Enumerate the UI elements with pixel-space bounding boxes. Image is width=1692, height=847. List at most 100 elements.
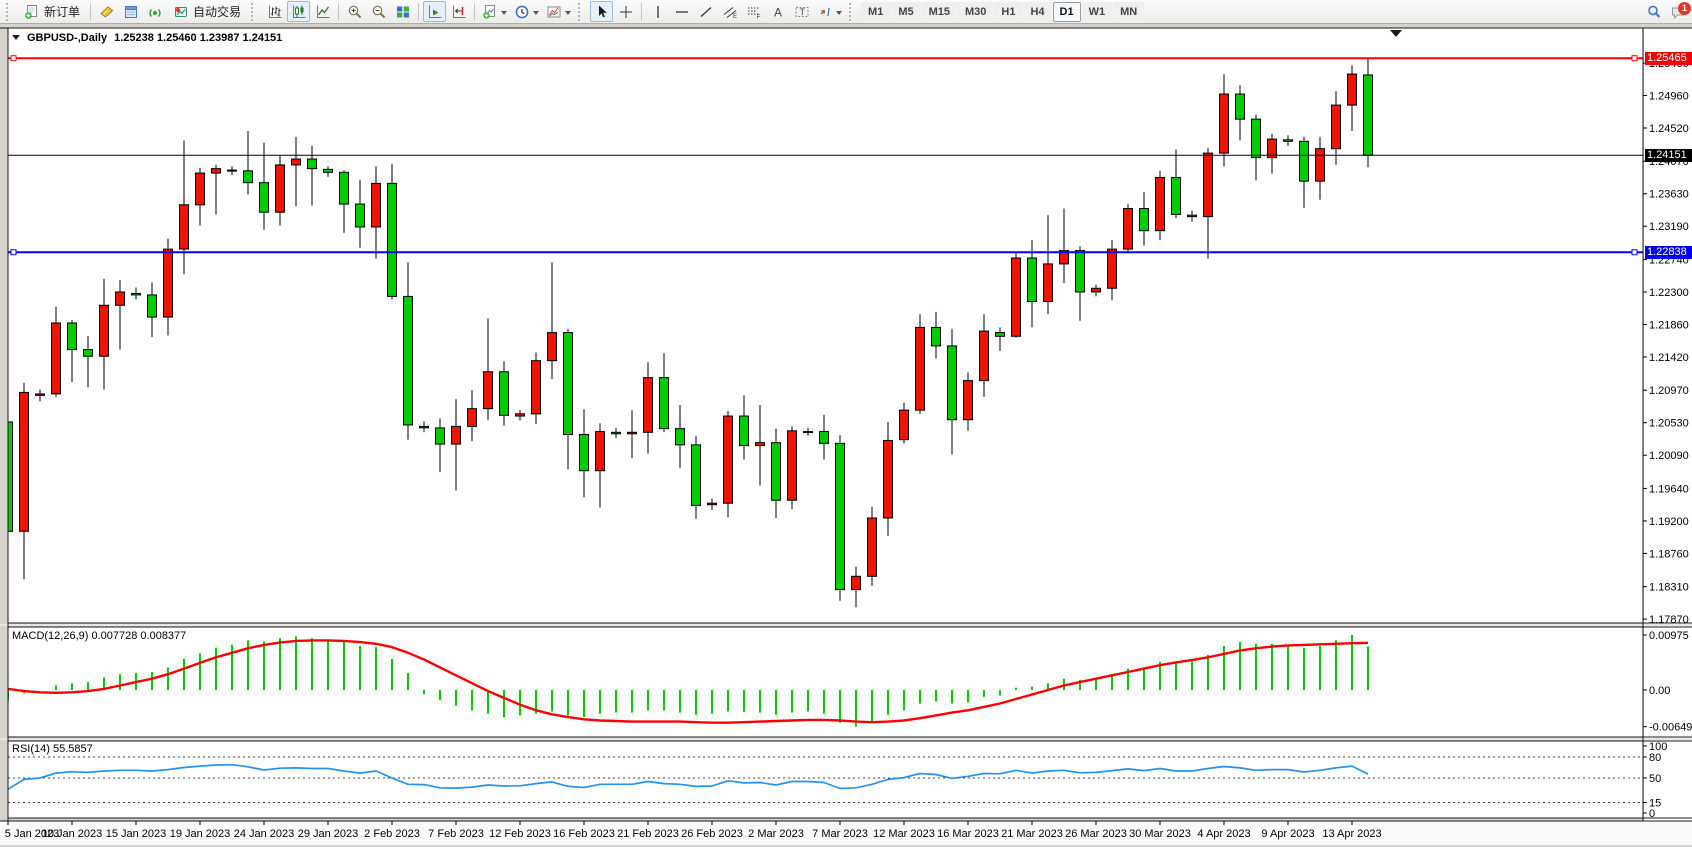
candle-body xyxy=(275,164,285,213)
equidistant-channel-button[interactable]: E xyxy=(718,1,741,22)
tile-windows-button[interactable] xyxy=(391,1,414,22)
signal-status-button[interactable] xyxy=(143,1,166,22)
new-chart-button[interactable] xyxy=(479,1,510,22)
toolbar-grip[interactable] xyxy=(6,2,14,21)
autotrading-button[interactable]: 自动交易 xyxy=(167,1,247,22)
trendline-icon xyxy=(698,4,714,20)
fibonacci-button[interactable]: F xyxy=(742,1,765,22)
toolbar-grip[interactable] xyxy=(251,2,259,21)
bar-chart-button[interactable] xyxy=(263,1,286,22)
timeframe-button-M5[interactable]: M5 xyxy=(891,1,921,22)
svg-text:16 Feb 2023: 16 Feb 2023 xyxy=(553,828,615,840)
candle-body xyxy=(147,294,157,318)
candle-body xyxy=(1347,73,1357,106)
text-button[interactable]: A xyxy=(766,1,789,22)
svg-text:2 Mar 2023: 2 Mar 2023 xyxy=(748,828,804,840)
svg-text:100: 100 xyxy=(1649,741,1667,753)
toolbar-grip[interactable] xyxy=(578,2,586,21)
candle-body xyxy=(931,326,941,347)
candle-body xyxy=(483,371,493,410)
rsi-panel xyxy=(8,741,1643,818)
timeframe-button-M15[interactable]: M15 xyxy=(921,1,957,22)
candle-body xyxy=(67,322,77,351)
svg-text:4 Apr 2023: 4 Apr 2023 xyxy=(1197,828,1250,840)
search-button[interactable] xyxy=(1642,1,1665,22)
symbol-dropdown-icon[interactable] xyxy=(12,35,20,44)
svg-text:1.18760: 1.18760 xyxy=(1649,548,1689,560)
candle-body xyxy=(1267,138,1277,159)
autotrading-label: 自动交易 xyxy=(193,5,242,19)
new-order-button[interactable]: 新订单 xyxy=(18,1,86,22)
candle-body xyxy=(99,304,109,357)
svg-text:-0.006494: -0.006494 xyxy=(1649,722,1692,734)
horizontal-line-button[interactable] xyxy=(670,1,693,22)
candle-body xyxy=(1107,248,1117,289)
candlestick-chart-button[interactable] xyxy=(287,1,311,22)
candle-body xyxy=(979,330,989,382)
macd-indicator-label: MACD(12,26,9) 0.007728 0.008377 xyxy=(12,630,187,642)
timeframe-button-M30[interactable]: M30 xyxy=(958,1,994,22)
svg-text:10 Jan 2023: 10 Jan 2023 xyxy=(42,828,103,840)
support-line-handle[interactable] xyxy=(10,249,17,256)
candle-body xyxy=(1123,208,1133,250)
market-watch-button[interactable] xyxy=(95,1,118,22)
timeframe-button-W1[interactable]: W1 xyxy=(1081,1,1113,22)
chart-shift-marker-icon[interactable] xyxy=(1390,30,1402,43)
candle-body xyxy=(803,431,813,434)
resistance-line-handle[interactable] xyxy=(10,55,17,62)
timeframe-button-M1[interactable]: M1 xyxy=(861,1,891,22)
chart-shift-button[interactable] xyxy=(447,1,470,22)
zoom-out-button[interactable] xyxy=(367,1,390,22)
svg-text:29 Jan 2023: 29 Jan 2023 xyxy=(298,828,359,840)
resistance-line-handle[interactable] xyxy=(1631,55,1638,62)
timeframe-button-D1[interactable]: D1 xyxy=(1052,1,1081,22)
line-chart-button[interactable] xyxy=(311,1,334,22)
svg-text:1.22300: 1.22300 xyxy=(1649,287,1689,299)
candle-body xyxy=(499,371,509,416)
timeframe-button-H1[interactable]: H1 xyxy=(994,1,1023,22)
candlestick-chart-icon xyxy=(291,4,307,20)
trendline-button[interactable] xyxy=(694,1,717,22)
svg-text:24 Jan 2023: 24 Jan 2023 xyxy=(234,828,295,840)
candle-body xyxy=(819,431,829,444)
candle-body xyxy=(115,291,125,306)
vertical-line-icon xyxy=(650,4,666,20)
candle-body xyxy=(83,349,93,357)
autoscroll-icon xyxy=(427,4,443,20)
candle-body xyxy=(1187,214,1197,218)
arrows-button[interactable] xyxy=(814,1,845,22)
chart-title-bar[interactable]: GBPUSD-,Daily 1.25238 1.25460 1.23987 1.… xyxy=(12,31,282,44)
notifications-button[interactable]: 1 xyxy=(1666,1,1691,22)
svg-text:21 Feb 2023: 21 Feb 2023 xyxy=(617,828,679,840)
time-axis-area xyxy=(0,821,1692,845)
toolbar-separator xyxy=(418,2,420,21)
candle-body xyxy=(883,439,893,519)
timeframe-button-MN[interactable]: MN xyxy=(1113,1,1145,22)
svg-text:1.19640: 1.19640 xyxy=(1649,483,1689,495)
zoom-in-button[interactable] xyxy=(343,1,366,22)
candle-body xyxy=(131,292,141,296)
text-label-button[interactable]: T xyxy=(790,1,813,22)
timeframe-button-H4[interactable]: H4 xyxy=(1023,1,1052,22)
svg-text:1.24520: 1.24520 xyxy=(1649,123,1689,135)
vertical-line-button[interactable] xyxy=(646,1,669,22)
autotrading-icon xyxy=(173,4,189,20)
resistance-price-badge: 1.25465 xyxy=(1645,51,1692,65)
candle-body xyxy=(355,203,365,228)
toolbar-separator xyxy=(90,2,92,21)
cursor-button[interactable] xyxy=(590,1,614,22)
templates-button[interactable] xyxy=(543,1,574,22)
svg-text:F: F xyxy=(756,13,760,20)
candle-body xyxy=(371,182,381,228)
toolbar-grip[interactable] xyxy=(849,2,857,21)
periods-button[interactable] xyxy=(511,1,542,22)
autoscroll-button[interactable] xyxy=(423,1,447,22)
data-window-button[interactable] xyxy=(119,1,142,22)
candle-body xyxy=(531,360,541,415)
chart-symbol-period: GBPUSD-,Daily xyxy=(27,31,108,44)
arrows-icon xyxy=(817,4,833,20)
crosshair-button[interactable] xyxy=(614,1,637,22)
support-line-handle[interactable] xyxy=(1631,249,1638,256)
candle-body xyxy=(211,168,221,174)
